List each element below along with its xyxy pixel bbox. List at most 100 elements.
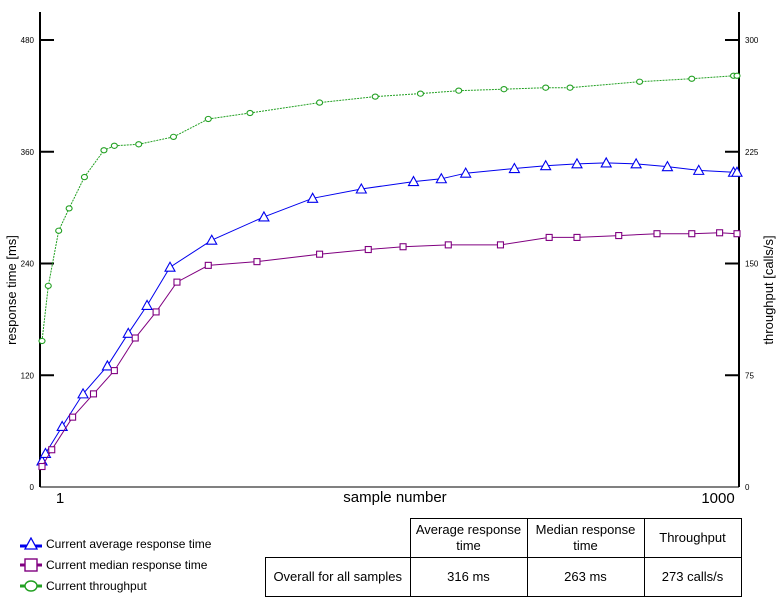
point-triangle-11: [355, 182, 368, 194]
left-tick-label-4: 480: [21, 36, 35, 45]
point-triangle-4: [101, 359, 114, 371]
point-square-5: [131, 334, 139, 342]
point-triangle-3: [77, 387, 89, 399]
right-tick-label-4: 300: [745, 36, 759, 45]
point-square-12: [399, 243, 407, 251]
x-tick-label-first: 1: [56, 490, 64, 507]
legend-label-avg: Current average response time: [46, 537, 212, 551]
y-axis-label-left: response time [ms]: [4, 235, 19, 345]
point-circle-2: [55, 227, 63, 234]
point-triangle-8: [205, 234, 218, 245]
point-circle-1: [44, 282, 52, 289]
point-triangle-10: [306, 192, 319, 203]
point-square-11: [364, 245, 372, 254]
triangle-marker-icon: [20, 537, 42, 550]
point-square-10: [316, 250, 324, 258]
header-median-response-time: Median response time: [526, 518, 645, 558]
point-square-8: [204, 261, 212, 269]
point-circle-0: [38, 337, 46, 345]
point-triangle-21: [692, 164, 705, 175]
point-circle-10: [246, 109, 254, 117]
point-square-15: [545, 233, 553, 241]
point-triangle-14: [459, 167, 472, 178]
right-tick-label-1: 75: [745, 371, 754, 380]
left-tick-label-0: 0: [30, 483, 35, 492]
row-label-overall: Overall for all samples: [265, 557, 411, 597]
point-square-17: [615, 232, 623, 240]
value-throughput: 273 calls/s: [643, 557, 742, 597]
chart-legend: Current average response time Current me…: [20, 534, 211, 597]
right-tick-label-3: 225: [745, 148, 759, 157]
series-line-square: [41, 232, 738, 467]
x-tick-label-last: 1000: [701, 490, 734, 507]
point-circle-19: [688, 75, 696, 82]
point-circle-11: [316, 99, 324, 106]
value-median-response-time: 263 ms: [526, 557, 645, 597]
point-square-21: [733, 230, 741, 238]
point-circle-9: [204, 115, 212, 123]
point-square-14: [496, 241, 505, 249]
header-throughput: Throughput: [643, 518, 742, 558]
point-circle-7: [135, 141, 143, 148]
summary-data-row: Overall for all samples 316 ms 263 ms 27…: [265, 557, 742, 597]
summary-table: Average response time Median response ti…: [265, 518, 742, 597]
point-triangle-13: [435, 172, 448, 184]
point-square-13: [444, 241, 452, 249]
series-triangle: [36, 156, 743, 466]
point-triangle-18: [600, 156, 613, 168]
y-axis-label-right: throughput [calls/s]: [761, 235, 776, 344]
square-marker-icon: [20, 558, 42, 572]
point-circle-6: [110, 142, 118, 149]
circle-marker-icon: [20, 580, 42, 592]
point-triangle-12: [407, 175, 420, 187]
legend-item-median: Current median response time: [20, 555, 211, 575]
legend-label-median: Current median response time: [46, 558, 208, 572]
point-square-19: [688, 230, 696, 238]
point-square-2: [69, 413, 77, 421]
legend-item-avg: Current average response time: [20, 534, 211, 554]
x-axis-label: sample number: [343, 489, 446, 506]
value-average-response-time: 316 ms: [409, 557, 528, 597]
summary-header-row: Average response time Median response ti…: [265, 518, 742, 558]
point-circle-17: [566, 84, 574, 91]
point-square-9: [253, 258, 261, 266]
point-triangle-23: [731, 166, 743, 177]
point-triangle-15: [508, 162, 521, 174]
point-circle-21: [733, 72, 741, 79]
series-circle: [38, 72, 741, 345]
point-circle-15: [500, 86, 508, 93]
series-square: [38, 229, 741, 471]
point-square-6: [152, 308, 160, 316]
point-circle-13: [416, 90, 425, 97]
left-tick-label-2: 240: [21, 260, 35, 269]
right-tick-label-0: 0: [745, 483, 750, 492]
point-circle-16: [542, 84, 550, 91]
chart-axes: 0 120 240 360 480 0 75 150 225 300: [21, 12, 759, 492]
point-circle-14: [455, 87, 463, 94]
point-triangle-9: [257, 210, 270, 222]
response-time-chart: 0 120 240 360 480 0 75 150 225 300 1 1000 sample …: [4, 12, 776, 507]
point-triangle-2: [56, 420, 69, 432]
series-line-triangle: [41, 162, 737, 462]
point-circle-18: [636, 78, 644, 85]
table-corner-cell: [265, 518, 411, 558]
point-square-3: [89, 390, 98, 398]
point-triangle-6: [141, 299, 153, 310]
point-square-7: [173, 278, 181, 286]
point-circle-8: [169, 133, 178, 140]
point-triangle-7: [164, 261, 176, 272]
series-line-circle: [41, 75, 737, 342]
point-square-20: [716, 229, 724, 237]
point-triangle-16: [539, 159, 552, 171]
point-triangle-20: [661, 160, 674, 172]
point-circle-3: [65, 205, 73, 212]
point-triangle-5: [122, 327, 135, 338]
point-triangle-19: [630, 157, 643, 169]
point-circle-12: [371, 93, 379, 100]
left-tick-label-3: 360: [21, 148, 35, 157]
point-square-4: [110, 367, 118, 375]
left-tick-label-1: 120: [21, 371, 35, 380]
point-square-0: [38, 462, 46, 471]
chart-plot-area: [36, 72, 743, 471]
point-circle-5: [100, 147, 108, 154]
